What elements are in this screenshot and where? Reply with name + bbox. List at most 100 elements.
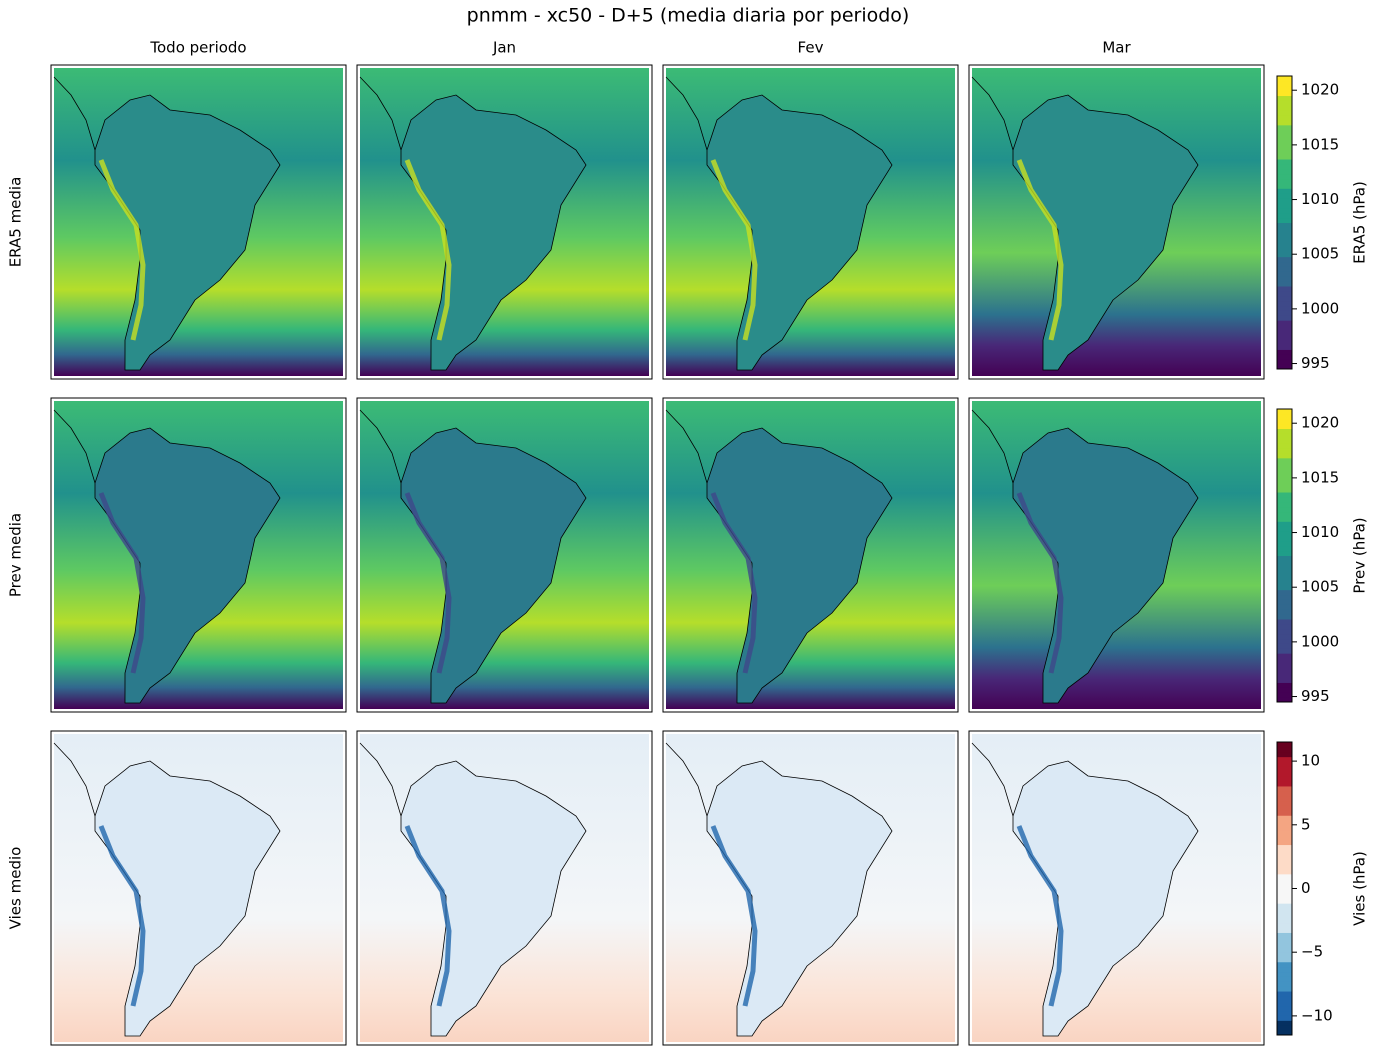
andes xyxy=(1016,492,1064,674)
colorbar-segment xyxy=(1277,535,1292,542)
andes xyxy=(98,492,146,674)
colorbar-segment xyxy=(1277,237,1292,243)
colorbar-segment xyxy=(1277,251,1292,258)
colorbar-segment xyxy=(1277,873,1292,880)
colorbar-segment xyxy=(1277,638,1292,644)
colorbar-segment xyxy=(1277,922,1292,929)
panel-frame xyxy=(968,64,1265,380)
colorbar-segment xyxy=(1277,222,1292,228)
map-panel xyxy=(662,397,959,713)
andes xyxy=(710,159,758,341)
colorbar-segment xyxy=(1277,487,1292,493)
colorbar-segment xyxy=(1277,927,1292,933)
colorbar-segment xyxy=(1277,315,1292,321)
colorbar-segment xyxy=(1277,667,1292,674)
colorbar-segment xyxy=(1277,623,1292,630)
colorbar-segment xyxy=(1277,844,1292,850)
colorbar-label: Vies (hPa) xyxy=(1351,851,1369,926)
colorbar-segment xyxy=(1277,995,1292,1002)
colorbar-segment xyxy=(1277,555,1292,561)
colorbar-segment xyxy=(1277,242,1292,248)
colorbar-segment xyxy=(1277,878,1292,885)
colorbar-segment xyxy=(1277,540,1292,547)
colorbar-segment xyxy=(1277,202,1292,209)
colorbar-segment xyxy=(1277,506,1292,513)
andes xyxy=(404,159,452,341)
colorbar-segment xyxy=(1277,947,1292,953)
colorbar-segment xyxy=(1277,325,1292,331)
colorbar-segment xyxy=(1277,854,1292,860)
map-panel xyxy=(356,397,653,713)
colorbar-tick-label: 1010 xyxy=(1301,190,1339,208)
colorbar-segment xyxy=(1277,570,1292,576)
colorbar-segment xyxy=(1277,285,1292,292)
panel-frame xyxy=(662,397,959,713)
central-america xyxy=(359,76,402,151)
colorbar-segment xyxy=(1277,124,1292,131)
colorbar-segment xyxy=(1277,658,1292,664)
colorbar-segment xyxy=(1277,198,1292,204)
colorbar-segment xyxy=(1277,898,1292,904)
colorbar-segment xyxy=(1277,95,1292,101)
colorbar-segment xyxy=(1277,742,1292,748)
colorbar-segment xyxy=(1277,173,1292,180)
colorbar-segment xyxy=(1277,560,1292,566)
colorbar-segment xyxy=(1277,418,1292,425)
central-america xyxy=(971,742,1014,817)
colorbar-segment xyxy=(1277,839,1292,846)
colorbar-segment xyxy=(1277,751,1292,758)
andes xyxy=(710,492,758,674)
colorbar-segment xyxy=(1277,154,1292,160)
colorbar-tick-label: 0 xyxy=(1301,879,1311,897)
colorbar-segment xyxy=(1277,168,1292,175)
colorbar-segment xyxy=(1277,628,1292,635)
colorbar-segment xyxy=(1277,677,1292,683)
colorbar-segment xyxy=(1277,413,1292,420)
colorbar-segment xyxy=(1277,942,1292,948)
colorbar-segment xyxy=(1277,550,1292,556)
colorbar-segment xyxy=(1277,633,1292,640)
colorbar-segment xyxy=(1277,423,1292,430)
colorbar-segment xyxy=(1277,932,1292,938)
colorbar-segment xyxy=(1277,496,1292,503)
colorbar-segment xyxy=(1277,589,1292,596)
colorbar-segment xyxy=(1277,119,1292,126)
panel-frame xyxy=(662,730,959,1046)
colorbar-segment xyxy=(1277,76,1292,82)
colorbar-segment xyxy=(1277,290,1292,297)
colorbar-segment xyxy=(1277,1000,1292,1007)
colorbar-segment xyxy=(1277,614,1292,620)
colorbar-segment xyxy=(1277,443,1292,449)
colorbar-segment xyxy=(1277,1005,1292,1012)
colorbar-segment xyxy=(1277,790,1292,797)
central-america xyxy=(665,409,708,484)
colorbar-segment xyxy=(1277,1030,1292,1036)
map-panel xyxy=(662,64,959,380)
row-label: Vies medio xyxy=(7,847,25,930)
colorbar-tick-label: 1015 xyxy=(1301,468,1339,486)
colorbar-segment xyxy=(1277,785,1292,792)
colorbar-segment xyxy=(1277,604,1292,610)
colorbar-segment xyxy=(1277,320,1292,326)
colorbar-segment xyxy=(1277,687,1292,693)
colorbar-segment xyxy=(1277,766,1292,772)
colorbar-segment xyxy=(1277,908,1292,914)
colorbar-segment xyxy=(1277,756,1292,763)
colorbar-segment xyxy=(1277,672,1292,679)
andes xyxy=(98,825,146,1007)
colorbar-segment xyxy=(1277,159,1292,165)
andes xyxy=(1016,825,1064,1007)
panel-frame xyxy=(662,64,959,380)
map-panel xyxy=(968,64,1265,380)
colorbar-segment xyxy=(1277,849,1292,855)
colorbar-segment xyxy=(1277,986,1292,992)
central-america xyxy=(971,409,1014,484)
colorbar-segment xyxy=(1277,100,1292,106)
colorbar-segment xyxy=(1277,266,1292,272)
colorbar-segment xyxy=(1277,276,1292,282)
colorbar-segment xyxy=(1277,521,1292,527)
colorbar-segment xyxy=(1277,457,1292,464)
colorbar-tick-label: 1020 xyxy=(1301,81,1339,99)
colorbar-segment xyxy=(1277,912,1292,919)
